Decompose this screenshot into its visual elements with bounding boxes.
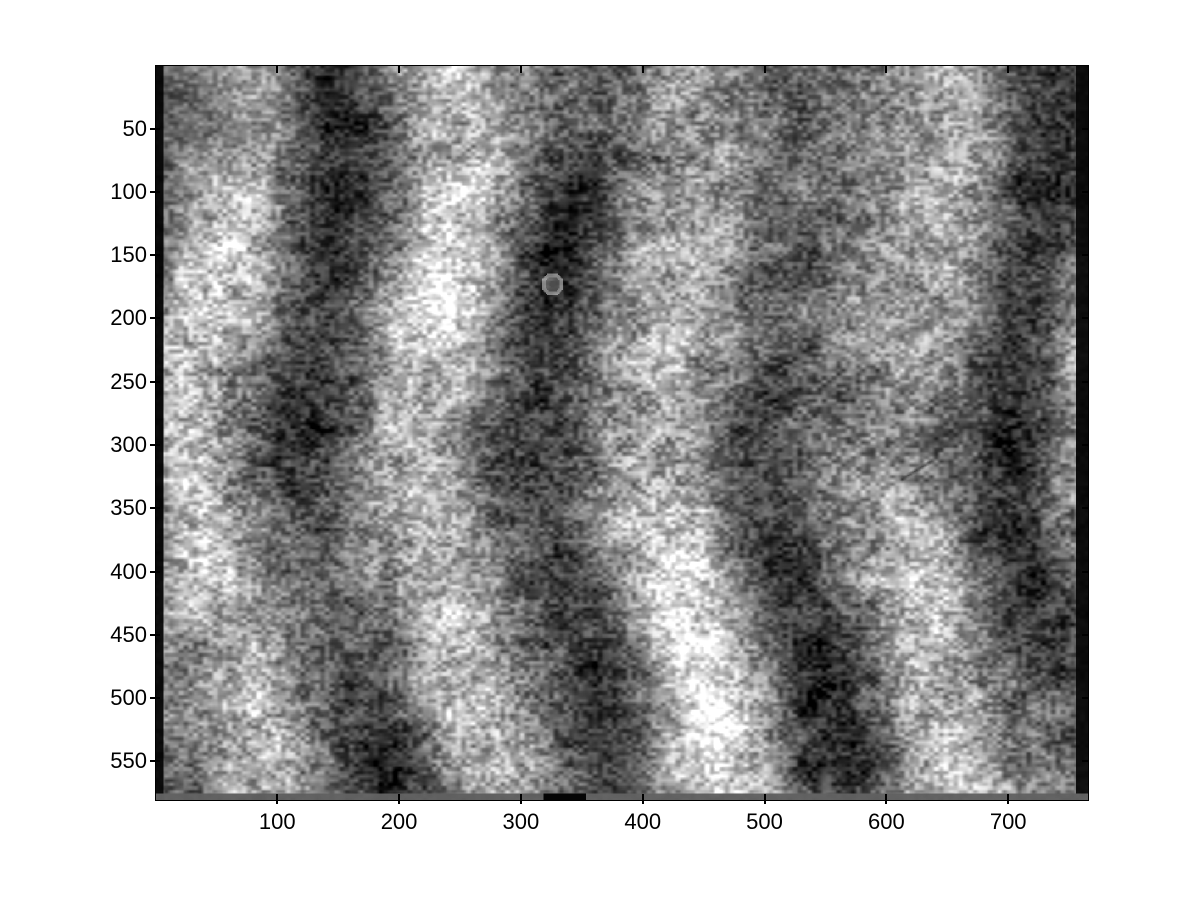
speckle-interferogram-image <box>156 66 1088 800</box>
y-tick-mark-right <box>1082 444 1088 447</box>
y-tick-mark-right <box>1082 190 1088 193</box>
x-tick-mark-top <box>519 66 522 73</box>
x-tick-mark-top <box>398 66 401 73</box>
x-tick-mark-bottom <box>276 794 279 804</box>
y-tick-label: 100 <box>110 178 147 204</box>
y-tick-mark-left <box>150 317 160 320</box>
y-tick-label: 250 <box>110 368 147 394</box>
y-tick-mark-right <box>1082 254 1088 257</box>
x-tick-mark-bottom <box>641 794 644 804</box>
x-tick-label: 100 <box>258 809 296 834</box>
y-tick-mark-left <box>150 633 160 636</box>
y-tick-label: 400 <box>110 558 147 584</box>
y-tick-mark-right <box>1082 127 1088 130</box>
x-tick-mark-bottom <box>885 794 888 804</box>
x-tick-mark-bottom <box>763 794 766 804</box>
x-tick-mark-bottom <box>1007 794 1010 804</box>
x-tick-mark-top <box>885 66 888 73</box>
y-tick-mark-right <box>1082 380 1088 383</box>
y-tick-label: 450 <box>110 621 147 647</box>
y-tick-label: 350 <box>110 495 147 521</box>
y-tick-label: 200 <box>110 305 147 331</box>
x-tick-label: 200 <box>380 809 418 834</box>
x-tick-mark-top <box>1007 66 1010 73</box>
y-tick-label: 300 <box>110 432 147 458</box>
y-tick-mark-left <box>150 254 160 257</box>
y-tick-mark-right <box>1082 507 1088 510</box>
y-tick-label: 550 <box>110 748 147 774</box>
axes-plot-area <box>155 65 1089 801</box>
y-tick-mark-left <box>150 127 160 130</box>
y-tick-mark-left <box>150 570 160 573</box>
x-tick-label: 400 <box>624 809 662 834</box>
y-tick-label: 500 <box>110 685 147 711</box>
x-tick-mark-bottom <box>398 794 401 804</box>
y-tick-mark-left <box>150 507 160 510</box>
x-tick-label: 300 <box>502 809 540 834</box>
x-tick-label: 500 <box>746 809 783 834</box>
x-tick-mark-top <box>763 66 766 73</box>
y-tick-label: 150 <box>110 242 147 268</box>
y-tick-mark-left <box>150 697 160 700</box>
x-tick-label: 700 <box>989 809 1027 834</box>
y-tick-mark-left <box>150 760 160 763</box>
y-tick-mark-left <box>150 444 160 447</box>
x-tick-mark-top <box>641 66 644 73</box>
y-tick-mark-right <box>1082 760 1088 763</box>
x-tick-label: 600 <box>868 809 905 834</box>
y-tick-mark-right <box>1082 317 1088 320</box>
y-tick-mark-left <box>150 190 160 193</box>
y-tick-mark-right <box>1082 570 1088 573</box>
y-tick-mark-right <box>1082 697 1088 700</box>
x-tick-mark-bottom <box>519 794 522 804</box>
y-tick-label: 50 <box>122 115 147 141</box>
y-tick-mark-right <box>1082 633 1088 636</box>
y-tick-mark-left <box>150 380 160 383</box>
x-tick-mark-top <box>276 66 279 73</box>
